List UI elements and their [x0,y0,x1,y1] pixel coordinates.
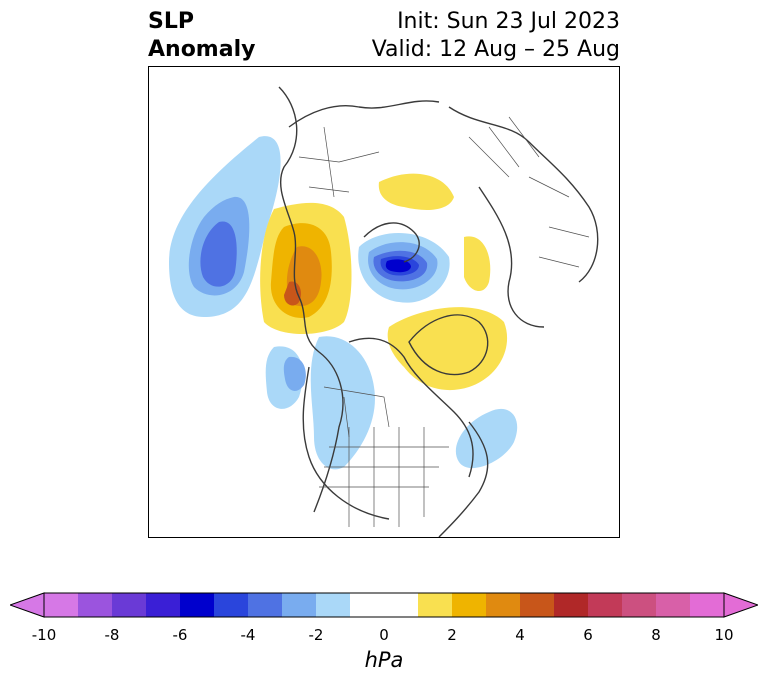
colorbar-cell [214,593,249,617]
colorbar-units: hPa [364,648,404,672]
colorbar-cell [622,593,657,617]
colorbar-cell [78,593,113,617]
colorbar-max-extension [723,592,758,618]
colorbar-min-extension [10,592,45,618]
colorbar-tick-label: 0 [379,626,389,644]
colorbar-cell [520,593,555,617]
map-panel [148,66,620,538]
colorbar-tick-label: 8 [651,626,661,644]
colorbar-cell [486,593,521,617]
colorbar-cell [112,593,147,617]
colorbar-cell [350,593,385,617]
colorbar-cell [690,593,725,617]
colorbar-outline [43,592,725,618]
colorbar-cell [418,593,453,617]
siberia-high-anomaly [260,202,352,335]
colorbar-tick-label: -8 [104,626,120,644]
colorbar-cell [180,593,215,617]
colorbar-tick-label: -2 [308,626,324,644]
colorbar-tick-label: 6 [583,626,593,644]
greenland-high-anomaly [387,307,508,391]
colorbar-tick-label: -4 [240,626,256,644]
valid-range: Valid: 12 Aug – 25 Aug [371,37,620,62]
arctic-high-anomaly [378,173,491,292]
colorbar-cell [656,593,691,617]
colorbar-cell [146,593,181,617]
coastlines [278,86,599,537]
colorbar-tick-label: 10 [714,626,734,644]
init-date: Init: Sun 23 Jul 2023 [397,9,620,34]
atlantic-low-anomaly [455,408,518,469]
colorbar-tick-label: -10 [31,626,57,644]
colorbar-cells [44,593,725,617]
colorbar-tick-label: -6 [172,626,188,644]
colorbar-cell [44,593,79,617]
colorbar-cell [588,593,623,617]
colorbar-tick-label: 4 [515,626,525,644]
forecast-dates: Init: Sun 23 Jul 2023 Valid: 12 Aug – 25… [372,8,620,64]
anomaly-map [169,86,599,537]
map-title: SLP Anomaly [148,8,255,64]
colorbar-cell [248,593,283,617]
colorbar-tick-label: 2 [447,626,457,644]
title-line-2: Anomaly [148,37,256,62]
arctic-low-anomaly [358,233,450,303]
colorbar-cell [384,593,419,617]
north-america-low-anomaly [265,336,375,470]
colorbar [10,592,758,618]
pacific-low-anomaly [169,136,281,317]
colorbar-cell [282,593,317,617]
colorbar-cell [316,593,351,617]
colorbar-cell [452,593,487,617]
political-borders [298,116,590,527]
colorbar-cell [554,593,589,617]
title-line-1: SLP [148,9,194,34]
